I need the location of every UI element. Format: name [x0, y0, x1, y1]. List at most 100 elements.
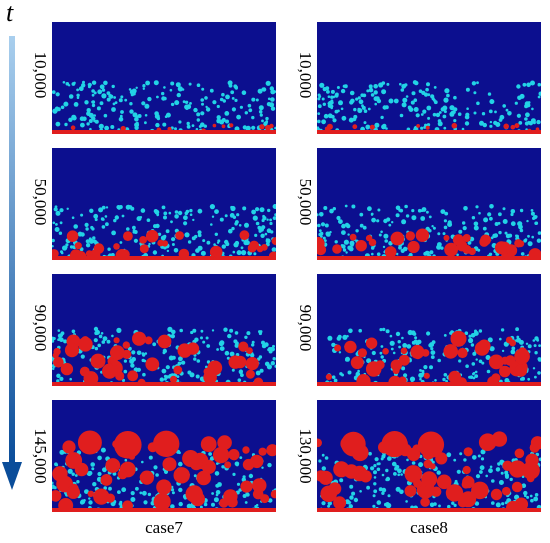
- droplet: [264, 342, 269, 347]
- droplet: [374, 102, 377, 106]
- droplet: [349, 495, 354, 500]
- droplet: [189, 208, 193, 213]
- droplet: [146, 218, 151, 222]
- droplet: [453, 503, 457, 507]
- droplet: [480, 449, 486, 455]
- droplet: [472, 351, 477, 356]
- droplet: [142, 372, 146, 377]
- droplet: [324, 223, 329, 228]
- droplet: [351, 491, 356, 496]
- droplet: [241, 90, 247, 95]
- droplet: [54, 227, 60, 232]
- droplet: [322, 236, 326, 240]
- droplet: [440, 209, 446, 214]
- droplet: [102, 467, 107, 473]
- droplet: [399, 113, 404, 118]
- droplet: [433, 100, 438, 105]
- droplet: [52, 484, 55, 489]
- droplet: [98, 207, 104, 213]
- droplet: [89, 127, 92, 131]
- droplet: [242, 206, 247, 211]
- solid-blob: [132, 331, 147, 346]
- droplet: [470, 343, 475, 347]
- droplet: [271, 247, 276, 252]
- droplet: [353, 497, 359, 503]
- solid-blob: [105, 493, 115, 503]
- droplet: [387, 456, 392, 461]
- droplet: [219, 97, 224, 102]
- droplet: [55, 121, 61, 127]
- droplet: [361, 104, 364, 108]
- droplet: [317, 112, 321, 115]
- droplet: [471, 362, 476, 366]
- solid-blob: [201, 128, 206, 134]
- solid-blob: [229, 451, 239, 461]
- droplet: [527, 241, 533, 247]
- droplet: [270, 97, 275, 102]
- droplet: [467, 241, 472, 245]
- droplet: [93, 338, 98, 343]
- solid-blob: [52, 490, 62, 502]
- droplet: [527, 234, 530, 238]
- droplet: [321, 97, 325, 101]
- droplet: [437, 232, 441, 236]
- droplet: [485, 474, 488, 478]
- solid-blob: [79, 366, 90, 377]
- droplet: [91, 93, 95, 97]
- droplet: [81, 83, 86, 88]
- droplet: [440, 107, 445, 112]
- solid-blob: [78, 337, 93, 352]
- droplet: [91, 467, 95, 471]
- droplet: [371, 350, 376, 356]
- droplet: [536, 238, 541, 243]
- droplet: [350, 243, 354, 247]
- solid-blob: [525, 453, 539, 467]
- droplet: [415, 113, 420, 118]
- droplet: [189, 213, 193, 216]
- droplet: [139, 491, 143, 495]
- droplet: [80, 122, 85, 128]
- droplet: [498, 212, 502, 217]
- droplet: [494, 110, 497, 114]
- droplet: [499, 114, 505, 120]
- droplet: [185, 209, 190, 214]
- solid-blob: [518, 347, 527, 357]
- droplet: [340, 244, 344, 247]
- droplet: [478, 359, 483, 364]
- droplet: [101, 218, 105, 221]
- droplet: [267, 97, 271, 101]
- droplet: [155, 223, 160, 229]
- solid-blob: [511, 481, 523, 493]
- solid-blob: [200, 436, 217, 453]
- droplet: [161, 368, 167, 374]
- droplet: [177, 86, 183, 92]
- droplet: [442, 232, 446, 236]
- droplet: [181, 88, 185, 91]
- droplet: [153, 80, 159, 86]
- droplet: [357, 369, 360, 373]
- droplet: [157, 232, 162, 236]
- droplet: [214, 471, 220, 476]
- droplet: [478, 329, 483, 333]
- droplet: [99, 101, 104, 106]
- droplet: [321, 119, 326, 125]
- droplet: [121, 214, 125, 218]
- droplet: [68, 117, 73, 123]
- droplet: [170, 334, 175, 339]
- droplet: [447, 220, 452, 225]
- droplet: [411, 340, 416, 345]
- droplet: [231, 107, 236, 112]
- solid-blob: [350, 356, 364, 370]
- droplet: [111, 230, 116, 236]
- droplet: [471, 216, 476, 220]
- solid-blob: [514, 448, 525, 459]
- droplet: [392, 351, 396, 355]
- solid-blob: [527, 128, 532, 134]
- droplet: [77, 231, 83, 237]
- droplet: [344, 204, 348, 208]
- solid-blob: [212, 123, 217, 128]
- panel-case7-row2: [52, 148, 276, 260]
- droplet: [236, 482, 241, 486]
- solid-blob: [510, 124, 516, 130]
- droplet: [91, 80, 97, 85]
